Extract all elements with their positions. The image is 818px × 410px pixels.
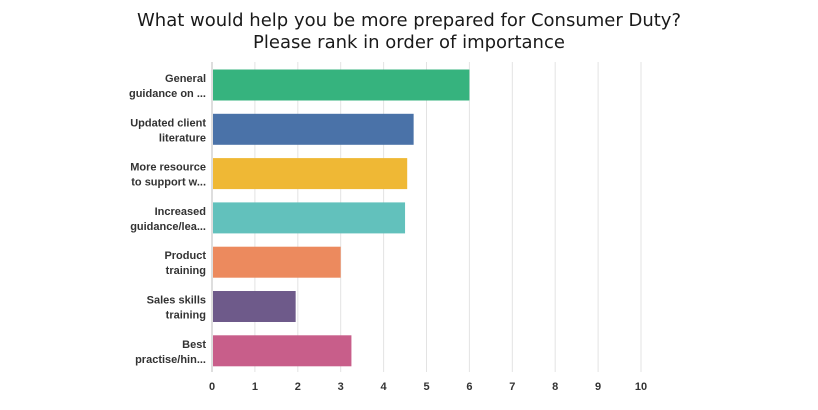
bar-2 — [213, 113, 414, 145]
bar-5 — [213, 246, 341, 278]
x-tick-label-4: 4 — [381, 381, 388, 393]
bar-6 — [213, 291, 296, 322]
category-label-6: Sales skills training — [147, 295, 206, 322]
bar-4 — [213, 202, 406, 234]
x-tick-label-5: 5 — [423, 381, 429, 393]
chart-title: What would help you be more prepared for… — [0, 10, 818, 54]
category-label-5: Product training — [164, 250, 206, 277]
x-tick-label-2: 2 — [295, 381, 301, 393]
category-label-4: Increased guidance/lea... — [130, 206, 206, 233]
bar-7 — [213, 335, 352, 367]
category-label-2: Updated client literature — [130, 117, 206, 144]
bar-1 — [213, 69, 470, 101]
x-tick-label-6: 6 — [466, 381, 472, 393]
category-label-7: Best practise/hin... — [135, 339, 206, 366]
x-tick-label-10: 10 — [635, 381, 647, 393]
category-label-1: General guidance on ... — [129, 73, 206, 100]
x-tick-label-3: 3 — [338, 381, 344, 393]
chart-title-line-2: Please rank in order of importance — [253, 32, 565, 53]
x-tick-label-0: 0 — [209, 381, 215, 393]
bar-3 — [213, 158, 408, 190]
category-label-3: More resource to support w... — [130, 162, 206, 189]
x-tick-label-9: 9 — [595, 381, 601, 393]
chart-title-line-1: What would help you be more prepared for… — [137, 10, 681, 31]
x-tick-label-7: 7 — [509, 381, 515, 393]
x-tick-label-1: 1 — [252, 381, 258, 393]
x-tick-label-8: 8 — [552, 381, 558, 393]
